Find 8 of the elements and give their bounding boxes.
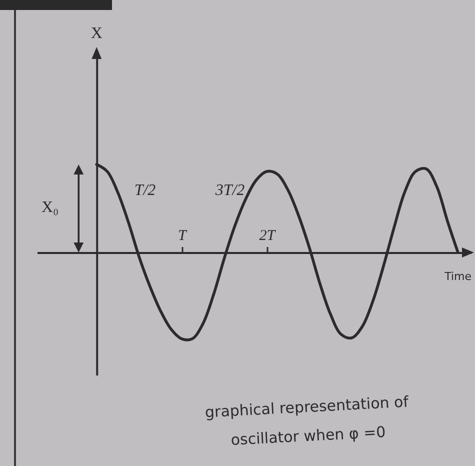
text: graphical representation of oscillator when φ =0 (204, 392, 410, 450)
x-tick-label: T (178, 228, 188, 244)
annotation: 3T/2 (214, 182, 245, 199)
text: X (90, 25, 103, 42)
x-axis-title: Time (444, 270, 472, 283)
x-tick-label: 2T (259, 228, 277, 244)
text: X₀ (41, 199, 59, 216)
annotation: T/2 (134, 182, 156, 199)
